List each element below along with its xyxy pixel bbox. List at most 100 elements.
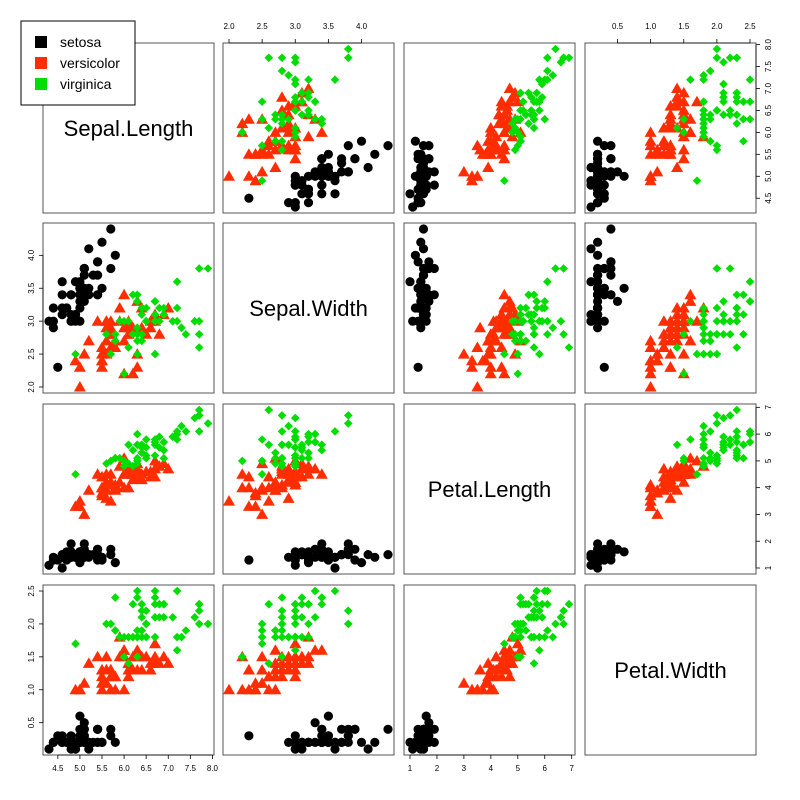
point-virginica: [732, 316, 741, 326]
point-virginica: [150, 437, 160, 447]
point-virginica: [513, 114, 523, 124]
point-virginica: [518, 599, 528, 609]
point-setosa: [97, 283, 107, 293]
point-virginica: [194, 343, 204, 352]
panel-r3-c4: [584, 403, 757, 575]
point-virginica: [102, 459, 111, 468]
point-virginica: [527, 110, 536, 120]
point-setosa: [323, 162, 333, 173]
point-versicolor: [514, 644, 527, 655]
point-setosa: [57, 552, 67, 562]
point-versicolor: [664, 321, 677, 333]
point-virginica: [277, 461, 287, 471]
point-versicolor: [262, 470, 275, 482]
point-setosa: [323, 149, 333, 159]
point-virginica: [732, 290, 741, 300]
point-setosa: [370, 737, 380, 748]
point-versicolor: [677, 321, 690, 333]
point-setosa: [84, 283, 94, 293]
point-versicolor: [302, 468, 315, 479]
point-setosa: [290, 552, 300, 562]
point-setosa: [413, 149, 423, 159]
point-virginica: [271, 632, 280, 642]
point-virginica: [304, 75, 313, 84]
point-versicolor: [153, 328, 166, 339]
point-setosa: [416, 296, 426, 306]
point-virginica: [524, 290, 533, 300]
point-virginica: [133, 290, 142, 300]
point-versicolor: [664, 334, 677, 346]
point-versicolor: [664, 361, 677, 372]
point-setosa: [75, 303, 85, 313]
point-setosa: [350, 724, 360, 734]
point-virginica: [290, 75, 300, 84]
point-virginica: [310, 613, 320, 622]
point-virginica: [237, 652, 247, 662]
point-versicolor: [691, 95, 703, 107]
point-versicolor: [651, 348, 664, 359]
point-setosa: [429, 180, 439, 190]
point-virginica: [277, 114, 287, 124]
point-virginica: [304, 432, 313, 442]
tick-label: 2.5: [27, 585, 36, 597]
point-versicolor: [684, 452, 697, 463]
point-virginica: [277, 619, 287, 629]
point-setosa: [413, 362, 423, 372]
point-virginica: [284, 114, 293, 124]
point-versicolor: [104, 670, 117, 682]
point-versicolor: [149, 454, 161, 466]
point-virginica: [304, 453, 313, 463]
point-virginica: [168, 432, 177, 442]
point-virginica: [725, 110, 735, 120]
point-setosa: [429, 724, 439, 734]
point-versicolor: [664, 328, 677, 339]
diagonal-label-petal-length: Petal.Length: [428, 477, 552, 502]
point-virginica: [556, 316, 566, 326]
point-virginica: [277, 606, 287, 615]
point-virginica: [537, 303, 547, 313]
point-setosa: [593, 250, 603, 260]
point-virginica: [745, 114, 755, 124]
point-setosa: [317, 724, 327, 734]
point-versicolor: [482, 161, 495, 172]
point-versicolor: [457, 348, 470, 359]
point-virginica: [719, 93, 728, 102]
point-setosa: [303, 198, 314, 208]
point-virginica: [535, 316, 544, 326]
point-setosa: [110, 737, 120, 748]
point-setosa: [413, 283, 423, 293]
point-versicolor: [684, 468, 697, 479]
point-virginica: [150, 593, 160, 602]
point-setosa: [606, 290, 616, 300]
point-virginica: [672, 343, 682, 352]
point-setosa: [93, 290, 103, 300]
point-virginica: [535, 75, 544, 84]
y-axis-right-row3: 1 2 3 4 5 6 7: [755, 405, 773, 570]
point-versicolor: [236, 468, 249, 479]
point-versicolor: [295, 650, 308, 662]
point-setosa: [593, 198, 603, 208]
point-setosa: [303, 171, 314, 181]
point-virginica: [712, 303, 722, 313]
point-virginica: [137, 599, 147, 609]
point-setosa: [57, 310, 67, 320]
point-versicolor: [671, 161, 684, 172]
point-virginica: [137, 443, 147, 452]
point-versicolor: [295, 462, 308, 474]
point-virginica: [537, 93, 547, 102]
point-virginica: [150, 316, 160, 326]
point-virginica: [290, 106, 300, 115]
point-versicolor: [104, 479, 117, 490]
point-virginica: [712, 44, 722, 54]
point-virginica: [297, 613, 307, 622]
point-versicolor: [122, 465, 135, 477]
point-virginica: [543, 316, 552, 326]
point-virginica: [271, 448, 280, 458]
point-virginica: [706, 110, 715, 120]
point-virginica: [543, 277, 552, 286]
point-virginica: [712, 459, 722, 468]
point-virginica: [310, 97, 320, 106]
tick-label: 1.0: [27, 684, 36, 696]
point-virginica: [510, 145, 520, 155]
